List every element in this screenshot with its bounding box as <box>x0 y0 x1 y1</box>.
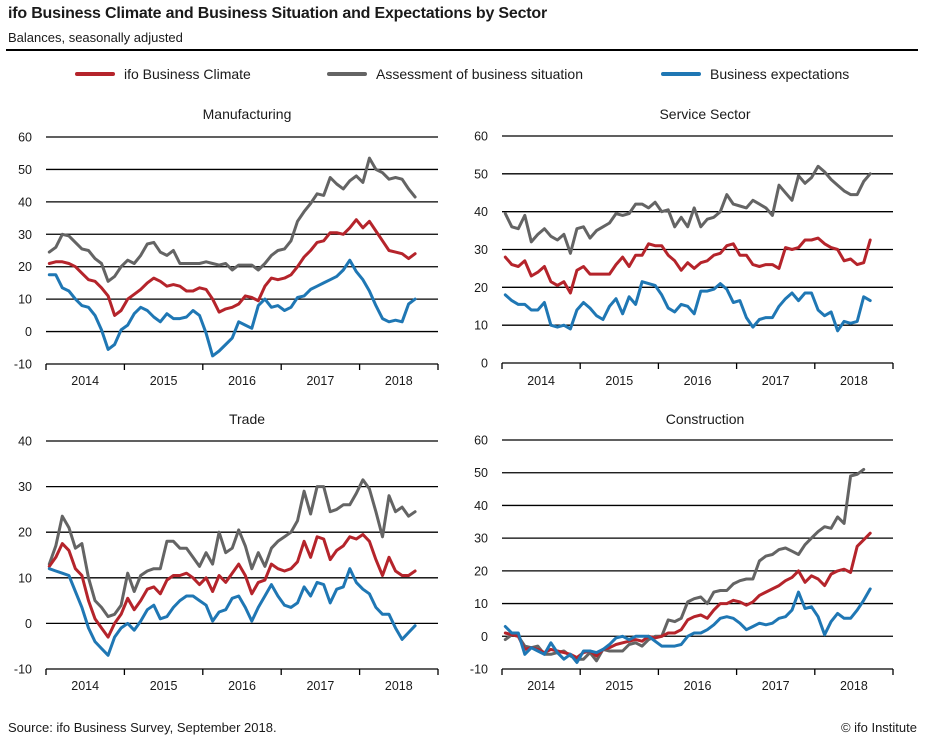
y-tick-label: 30 <box>474 532 488 546</box>
legend-label-expectations: Business expectations <box>710 66 850 82</box>
x-tick-label: 2015 <box>605 679 633 693</box>
series-line-climate <box>47 218 417 317</box>
x-tick-label: 2016 <box>684 679 712 693</box>
y-tick-label: 10 <box>18 571 32 585</box>
x-tick-label: 2014 <box>527 679 555 693</box>
chart-title-construction: Construction <box>666 411 745 427</box>
y-tick-label: 0 <box>481 630 488 644</box>
series-line-climate <box>503 531 872 660</box>
y-tick-label: 60 <box>474 434 488 448</box>
x-tick-label: 2018 <box>385 374 413 388</box>
x-tick-label: 2017 <box>762 374 790 388</box>
x-tick-label: 2018 <box>385 679 413 693</box>
chart-construction: Construction -10 0 10 20 30 40 50 60 2014 2015 2016… <box>470 411 894 693</box>
x-tick-label: 2014 <box>527 374 555 388</box>
x-tick-label: 2015 <box>150 679 178 693</box>
series-line-situation <box>47 156 417 283</box>
y-tick-label: 60 <box>474 130 488 144</box>
chart-trade: Trade -10 0 10 20 30 40 2014 2015 2016 2017 2018 <box>14 411 439 693</box>
x-tick-label: 2017 <box>762 679 790 693</box>
y-tick-label: 50 <box>474 466 488 480</box>
legend-swatch-situation <box>327 72 367 76</box>
y-tick-label: 40 <box>18 435 32 449</box>
y-tick-label: 10 <box>474 319 488 333</box>
series-line-expectations <box>47 258 417 358</box>
x-tick-label: 2017 <box>306 374 334 388</box>
legend-swatch-expectations <box>661 72 701 76</box>
y-tick-label: 30 <box>18 480 32 494</box>
y-tick-label: 0 <box>25 325 32 339</box>
legend-item-climate: ifo Business Climate <box>75 66 251 82</box>
y-tick-label: 0 <box>481 357 488 371</box>
x-tick-label: 2015 <box>605 374 633 388</box>
x-tick-label: 2014 <box>71 679 99 693</box>
x-tick-label: 2016 <box>684 374 712 388</box>
y-tick-label: 20 <box>18 526 32 540</box>
legend-label-situation: Assessment of business situation <box>376 66 583 82</box>
x-tick-label: 2018 <box>840 679 868 693</box>
series-line-expectations <box>503 280 872 333</box>
chart-service-sector: Service Sector 0 10 20 30 40 50 60 2014 2015 2016 2… <box>474 106 894 388</box>
series-line-climate <box>503 236 872 295</box>
source-note: Source: ifo Business Survey, September 2… <box>8 720 277 735</box>
legend-item-situation: Assessment of business situation <box>327 66 583 82</box>
x-tick-label: 2018 <box>840 374 868 388</box>
title-divider <box>6 49 918 51</box>
y-tick-label: 20 <box>18 260 32 274</box>
y-tick-label: -10 <box>470 663 488 677</box>
chart-title-trade: Trade <box>229 411 265 427</box>
y-tick-label: 40 <box>474 499 488 513</box>
series-line-expectations <box>503 587 872 664</box>
y-tick-label: 10 <box>18 293 32 307</box>
y-tick-label: -10 <box>14 358 32 372</box>
chart-title-manufacturing: Manufacturing <box>203 106 292 122</box>
y-tick-label: 40 <box>474 205 488 219</box>
chart-manufacturing: Manufacturing -10 0 10 20 30 40 50 60 2014 2015 201… <box>14 106 439 388</box>
page-subtitle: Balances, seasonally adjusted <box>8 30 183 45</box>
x-tick-label: 2015 <box>150 374 178 388</box>
page-title: ifo Business Climate and Business Situat… <box>8 5 548 22</box>
y-tick-label: 20 <box>474 564 488 578</box>
series-line-situation <box>503 164 872 255</box>
series-line-climate <box>47 533 417 639</box>
x-tick-label: 2017 <box>306 679 334 693</box>
legend: ifo Business Climate Assessment of busin… <box>0 66 929 88</box>
chart-title-service-sector: Service Sector <box>659 106 750 122</box>
y-tick-label: 30 <box>18 228 32 242</box>
y-tick-label: 60 <box>18 131 32 145</box>
x-tick-label: 2016 <box>228 374 256 388</box>
y-tick-label: 50 <box>474 167 488 181</box>
copyright-note: © ifo Institute <box>840 720 917 735</box>
legend-label-climate: ifo Business Climate <box>124 66 251 82</box>
series-line-expectations <box>47 567 417 657</box>
legend-swatch-climate <box>75 72 115 76</box>
legend-item-expectations: Business expectations <box>661 66 849 82</box>
y-tick-label: 30 <box>474 243 488 257</box>
x-tick-label: 2016 <box>228 679 256 693</box>
y-tick-label: 10 <box>474 597 488 611</box>
y-tick-label: -10 <box>14 663 32 677</box>
x-tick-label: 2014 <box>71 374 99 388</box>
series-line-situation <box>47 478 417 619</box>
y-tick-label: 50 <box>18 163 32 177</box>
y-tick-label: 40 <box>18 195 32 209</box>
y-tick-label: 0 <box>25 617 32 631</box>
y-tick-label: 20 <box>474 281 488 295</box>
series-line-situation <box>503 467 866 663</box>
